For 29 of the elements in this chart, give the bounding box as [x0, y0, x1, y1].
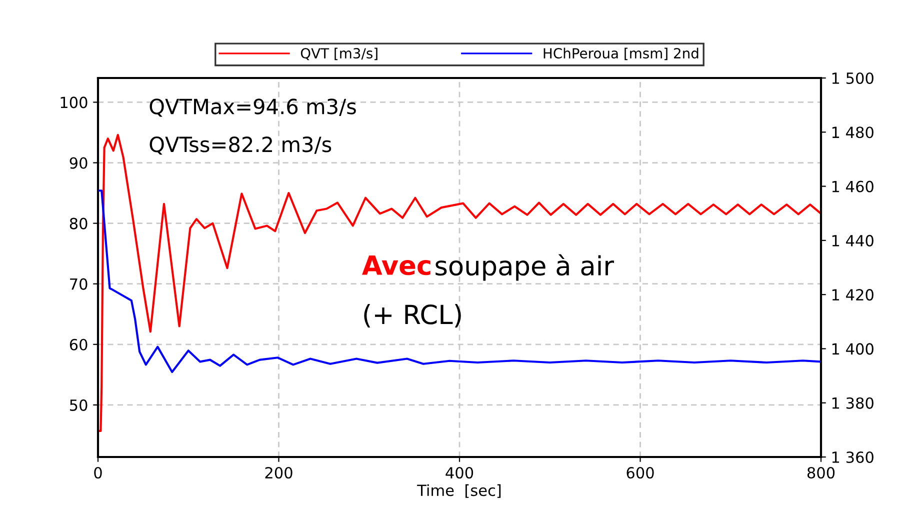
x-tick-label: 400 [446, 466, 474, 479]
y2-tick-label: 1 400 [832, 343, 874, 355]
y2-tick-label: 1 440 [832, 234, 874, 246]
line-series [98, 134, 821, 432]
x-tick-label: 800 [807, 466, 835, 479]
x-tick-label: 200 [265, 466, 292, 479]
y-tick-label: 60 [70, 338, 88, 350]
y-tick-label: 90 [70, 157, 88, 169]
annotation: Avec [362, 256, 430, 276]
annotation: (+ RCL) [364, 304, 461, 328]
annotation: QVTss=82.2 m3/s [150, 136, 332, 155]
y-tick-label: 80 [70, 218, 88, 230]
annotation: soupape à air [436, 254, 614, 281]
y2-tick-label: 1 420 [832, 289, 874, 301]
y-tick-label: 70 [70, 278, 88, 290]
legend-label: QVT [m3/s] [300, 48, 378, 60]
x-tick-label: 600 [626, 466, 654, 479]
x-axis-title: Time [sec] [417, 484, 501, 498]
y2-tick-label: 1 380 [832, 397, 874, 409]
y2-tick-label: 1 460 [832, 180, 874, 192]
line-series [98, 190, 821, 374]
x-tick-label: 0 [94, 466, 102, 479]
legend-label: HChPeroua [msm] 2nd [544, 48, 698, 60]
y-tick-label: 50 [70, 399, 88, 411]
y2-tick-label: 1 360 [832, 451, 874, 464]
y2-tick-label: 1 500 [832, 72, 874, 84]
annotation: QVTMax=94.6 m3/s [150, 98, 356, 117]
y-tick-label: 100 [60, 96, 88, 108]
y2-tick-label: 1 480 [832, 126, 874, 138]
